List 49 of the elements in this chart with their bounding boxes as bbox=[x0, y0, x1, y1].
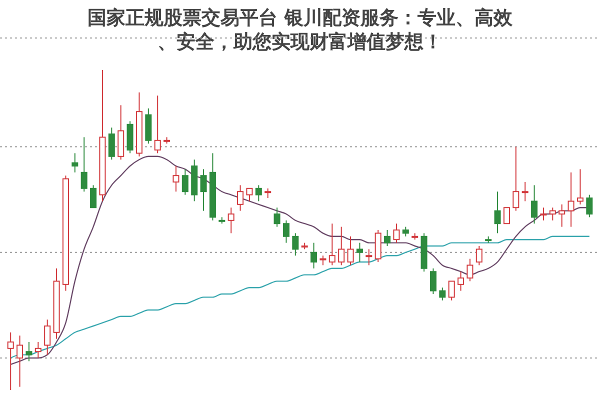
candlestick bbox=[586, 194, 593, 218]
candlestick bbox=[458, 271, 464, 292]
candlestick bbox=[338, 226, 345, 266]
candlestick bbox=[292, 232, 299, 256]
candlestick bbox=[522, 182, 528, 202]
candlestick bbox=[320, 255, 326, 266]
candlestick bbox=[255, 184, 262, 202]
candlestick bbox=[182, 168, 188, 196]
candlestick bbox=[154, 95, 161, 154]
candlestick bbox=[200, 168, 207, 212]
candlestick bbox=[90, 184, 97, 208]
candlestick bbox=[264, 188, 272, 198]
candlestick bbox=[108, 127, 115, 160]
candlestick bbox=[393, 223, 400, 244]
candlestick bbox=[44, 319, 51, 356]
candlestick bbox=[402, 226, 409, 237]
candlestick bbox=[549, 207, 556, 221]
candlestick bbox=[274, 207, 280, 228]
candlestick bbox=[356, 242, 363, 262]
candlestick bbox=[7, 332, 14, 390]
candlestick bbox=[72, 152, 78, 173]
candlestick bbox=[282, 220, 290, 244]
candlestick bbox=[328, 223, 336, 266]
candlestick bbox=[366, 248, 372, 266]
candlestick bbox=[80, 136, 88, 192]
candlestick bbox=[26, 342, 32, 362]
candlestick bbox=[503, 207, 510, 224]
candlestick bbox=[531, 184, 538, 224]
candlestick bbox=[494, 191, 501, 234]
candlestick bbox=[448, 280, 455, 301]
candlestick bbox=[228, 207, 234, 234]
chart-title: 国家正规股票交易平台 银川配资服务：专业、高效、安全，助您实现财富增值梦想！ bbox=[88, 7, 514, 53]
candlestick bbox=[347, 236, 354, 266]
candlestick bbox=[512, 146, 520, 212]
candlestick bbox=[16, 335, 24, 388]
candlestick bbox=[476, 246, 482, 266]
candlestick bbox=[439, 287, 446, 301]
candlestick bbox=[430, 268, 436, 294]
candlestick bbox=[310, 242, 318, 269]
candlestick bbox=[558, 204, 566, 228]
candlestick bbox=[34, 342, 42, 358]
candlestick bbox=[172, 166, 180, 192]
candlestick bbox=[246, 188, 253, 202]
candlestick bbox=[576, 168, 584, 205]
candlestick bbox=[466, 258, 474, 282]
candlestick bbox=[540, 207, 547, 221]
candlestick bbox=[237, 184, 244, 212]
candlestick bbox=[384, 230, 391, 246]
candlestick bbox=[568, 172, 574, 228]
